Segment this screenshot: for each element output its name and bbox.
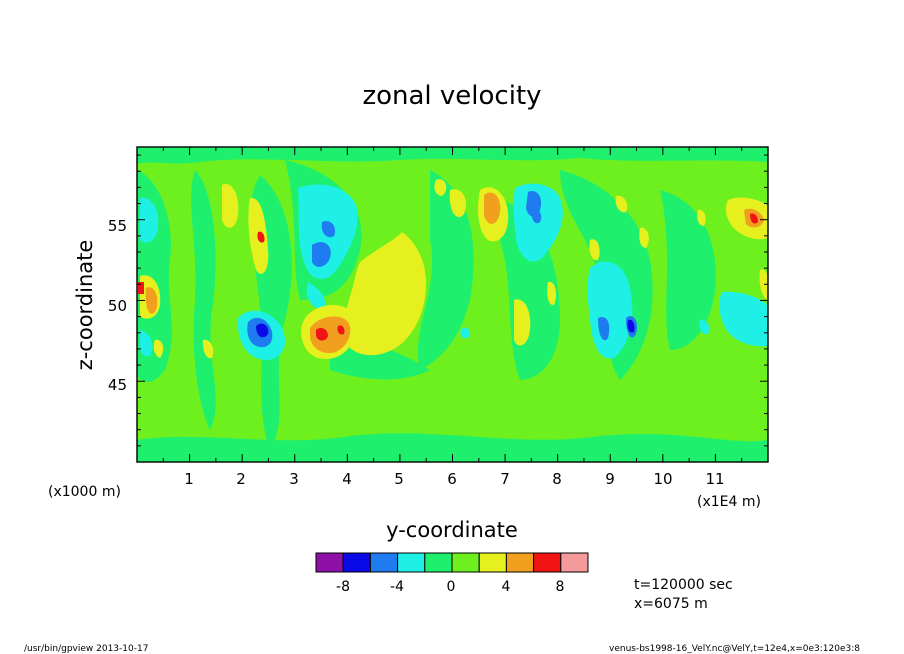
colorbar-swatch: [315, 552, 344, 573]
neg8-right-core: [627, 319, 635, 333]
neg8-regions: [256, 319, 635, 338]
x-tick-label-2: 2: [236, 470, 246, 488]
y-tick-label-50: 50: [108, 297, 127, 315]
pos2-j: [615, 195, 628, 213]
pos8-regions: [138, 213, 758, 341]
x-tick-marks: [162, 147, 743, 462]
x-tick-label-7: 7: [500, 470, 510, 488]
colorbar-label-8: 8: [556, 579, 565, 595]
x-tick-label-1: 1: [184, 470, 194, 488]
colorbar-label-0: 0: [447, 579, 456, 595]
pos2-far-right-b: [759, 269, 768, 300]
neg8-vortex-core: [256, 323, 269, 338]
x-axis-label: y-coordinate: [386, 518, 518, 542]
x-tick-label-6: 6: [447, 470, 457, 488]
pos4-top: [484, 192, 501, 224]
pos4-left: [145, 287, 158, 314]
colorbar-label-neg4: -4: [390, 579, 404, 595]
x-tick-label-3: 3: [289, 470, 299, 488]
pos2-h: [547, 281, 556, 306]
footer-right: venus-bs1998-16_VelY.nc@VelY,t=12e4,x=0e…: [609, 644, 860, 654]
x-tick-labels: 1 2 3 4 5 6 7 8 9 10 11: [184, 470, 724, 488]
neg2-small-a: [460, 327, 470, 339]
x-unit-label: (x1E4 m): [697, 494, 761, 510]
pos8-left-core: [138, 282, 144, 294]
x-tick-label-4: 4: [342, 470, 352, 488]
colorbar-label-4: 4: [502, 579, 511, 595]
zero-band-d: [417, 170, 474, 370]
pos2-d: [434, 179, 447, 196]
colorbar-tick-labels: -8 -4 0 4 8: [336, 579, 564, 595]
colorbar-swatch: [342, 552, 371, 573]
y-unit-label: (x1000 m): [48, 484, 121, 500]
colorbar-swatch: [478, 552, 507, 573]
neg2-left-lower: [140, 330, 153, 357]
plot-area: [137, 147, 768, 462]
pos2-vortex-right: [344, 232, 427, 356]
colorbar-swatch: [451, 552, 480, 573]
chart-title: zonal velocity: [362, 81, 541, 111]
neg4-right-c: [598, 316, 610, 341]
y-tick-label-55: 55: [108, 217, 127, 235]
x-tick-label-5: 5: [394, 470, 404, 488]
neg2-left-upper: [140, 197, 159, 243]
colorbar-swatch: [505, 552, 535, 573]
neg4-right-a: [526, 190, 542, 217]
pos2-a: [222, 184, 239, 228]
pos2-i: [589, 239, 600, 261]
pos8-vortex-core-a: [316, 328, 328, 341]
colorbar-swatch: [397, 552, 426, 573]
colorbar: [315, 552, 589, 573]
colorbar-swatch: [533, 552, 562, 573]
colorbar-swatch: [369, 552, 399, 573]
colorbar-swatch: [560, 552, 589, 573]
pos2-left-b: [153, 339, 164, 358]
colorbar-swatch: [424, 552, 453, 573]
pos2-e: [449, 189, 467, 217]
neg2-small-b: [699, 319, 710, 335]
y-tick-labels: 45 50 55: [108, 217, 127, 394]
time-annotation: t=120000 sec: [634, 577, 733, 593]
pos2-c: [202, 339, 214, 359]
x-tick-label-9: 9: [605, 470, 615, 488]
footer-left: /usr/bin/gpview 2013-10-17: [24, 644, 148, 654]
y-axis-label: z-coordinate: [73, 240, 97, 371]
y-tick-marks: [137, 154, 768, 447]
neg2-right-lower: [587, 261, 633, 359]
pos2-l: [697, 209, 706, 226]
neg2-far-right: [719, 291, 768, 347]
x-tick-label-11: 11: [705, 470, 724, 488]
zero-band-a: [191, 170, 216, 430]
pos2-regions: [140, 179, 768, 360]
neg2-mid-strip: [306, 282, 326, 310]
x-tick-label-10: 10: [653, 470, 672, 488]
x-tick-label-8: 8: [552, 470, 562, 488]
y-tick-label-45: 45: [108, 376, 127, 394]
pos8-b: [257, 231, 265, 243]
zero-band-g: [660, 190, 716, 350]
pos8-vortex-core-b: [337, 325, 345, 335]
position-annotation: x=6075 m: [634, 596, 708, 612]
neg4-mid-b: [321, 220, 336, 238]
colorbar-label-neg8: -8: [336, 579, 350, 595]
neg4-mid-a: [312, 242, 331, 267]
pos2-g: [514, 299, 531, 346]
pos8-far-right-core: [750, 213, 758, 224]
pos2-k: [639, 227, 649, 248]
plot-frame: [136, 146, 769, 463]
neg4-right-b: [531, 209, 542, 224]
